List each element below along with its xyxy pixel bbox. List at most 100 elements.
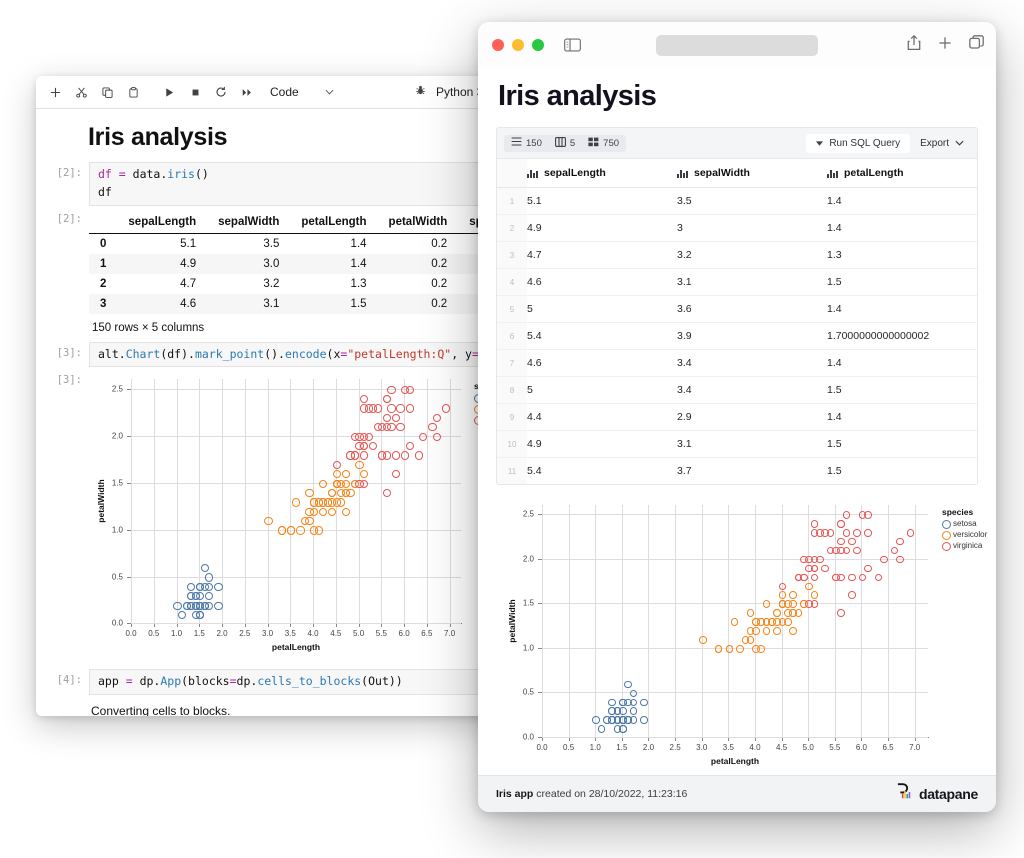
tick-x (244, 623, 246, 628)
close-window-button[interactable] (492, 39, 504, 51)
x-tick-label: 3.5 (284, 629, 296, 639)
cell-value: 1.4 (827, 295, 977, 323)
code-input[interactable]: alt.Chart(df).mark_point().encode(x="pet… (89, 341, 516, 368)
tab-overview-icon[interactable] (969, 35, 984, 55)
tick-x (621, 737, 623, 741)
row-number: 3 (497, 241, 527, 269)
data-point (369, 442, 378, 451)
data-point (746, 609, 755, 617)
tick-x (404, 623, 406, 628)
column-label: petalLength (844, 167, 904, 179)
code-input[interactable]: df = data.iris() df (89, 162, 516, 206)
data-point (355, 460, 364, 469)
run-cell-button[interactable] (156, 80, 182, 104)
bug-icon (415, 85, 426, 99)
cell-value: 1.5 (827, 268, 977, 296)
gridline-x (701, 505, 703, 737)
data-point (805, 564, 813, 573)
row-index: 0 (100, 237, 107, 250)
data-point (373, 404, 382, 413)
bar-chart-icon (827, 169, 838, 178)
address-bar[interactable] (656, 34, 818, 56)
run-sql-query-button[interactable]: Run SQL Query (806, 133, 911, 153)
data-point (214, 582, 223, 591)
x-tick-label: 6.5 (421, 629, 433, 639)
cell-value: 4.7 (527, 241, 677, 269)
gridline-y (131, 623, 461, 625)
data-point (428, 423, 437, 432)
data-point (874, 573, 883, 582)
stat-rows: 150 (511, 137, 542, 149)
data-point (196, 610, 205, 620)
row-number: 9 (497, 403, 527, 431)
x-tick-label: 6.0 (855, 743, 867, 752)
data-point (762, 627, 771, 635)
y-tick-label: 1.5 (111, 478, 123, 488)
code-input[interactable]: app = dp.App(blocks=dp.cells_to_blocks(O… (89, 669, 516, 696)
data-point (757, 618, 766, 626)
safari-toolbar-right (907, 34, 984, 56)
table-row: 3 4.7 3.2 1.3 (497, 241, 977, 269)
gridline-y (131, 482, 461, 484)
data-point (794, 573, 803, 582)
new-tab-icon[interactable] (938, 36, 952, 55)
gridline-y (131, 435, 461, 437)
export-button[interactable]: Export (914, 134, 970, 153)
gridline-x (568, 505, 570, 737)
data-point (863, 528, 872, 537)
legend-label[interactable]: virginica (953, 541, 983, 550)
data-point (773, 627, 782, 635)
gridline-y (131, 529, 461, 531)
x-tick-label: 6.0 (398, 629, 410, 639)
cell-type-value: Code (270, 85, 299, 99)
tick-y (538, 513, 542, 515)
copy-cell-button[interactable] (94, 80, 120, 104)
table-row: 7 4.6 3.4 1.4 (497, 349, 977, 377)
add-cell-button[interactable] (42, 80, 68, 104)
legend-label[interactable]: versicolor (953, 530, 988, 539)
share-icon[interactable] (907, 34, 921, 56)
cut-cell-button[interactable] (68, 80, 94, 104)
tick-y (127, 623, 131, 625)
data-point (789, 600, 798, 608)
gridline-y (542, 692, 928, 694)
data-point (842, 528, 851, 537)
legend-label[interactable]: setosa (953, 519, 977, 528)
column-header-petalLength[interactable]: petalLength (827, 159, 977, 188)
data-point (391, 451, 401, 460)
datapane-logo[interactable]: datapane (896, 783, 978, 805)
tick-x (808, 737, 810, 741)
gridline-y (542, 647, 928, 649)
sidebar-icon[interactable] (564, 38, 581, 52)
paste-cell-button[interactable] (120, 80, 146, 104)
data-point (863, 511, 872, 519)
cell-type-select[interactable]: Code (270, 85, 334, 99)
minimize-window-button[interactable] (512, 39, 524, 51)
data-point (300, 517, 310, 526)
tick-y (538, 692, 542, 694)
row-number: 8 (497, 376, 527, 404)
column-header-sepalLength[interactable]: sepalLength (527, 159, 677, 188)
data-point (853, 528, 861, 537)
col-petalWidth: petalWidth (377, 212, 459, 234)
data-point (629, 707, 638, 716)
cell-value: 1.5 (827, 457, 977, 484)
tick-y (127, 529, 131, 531)
table-header-row: sepalLength sepalWidth petalLength petal… (89, 212, 516, 234)
restart-kernel-button[interactable] (208, 80, 234, 104)
data-point (214, 601, 223, 610)
cell-value: 1.4 (350, 257, 367, 270)
gridline-x (621, 505, 623, 737)
y-tick-label: 0.0 (111, 618, 123, 628)
column-label: sepalLength (544, 167, 606, 179)
column-header-sepalWidth[interactable]: sepalWidth (677, 159, 827, 188)
notebook-output-4: Converting cells to blocks. (36, 697, 516, 716)
data-point (419, 432, 428, 441)
data-point (698, 636, 707, 644)
restart-and-run-all-button[interactable] (234, 80, 260, 104)
stop-kernel-button[interactable] (182, 80, 208, 104)
table-row: 1 5.1 3.5 1.4 (497, 187, 977, 215)
row-number: 6 (497, 322, 527, 350)
data-point (597, 725, 606, 733)
zoom-window-button[interactable] (532, 39, 544, 51)
